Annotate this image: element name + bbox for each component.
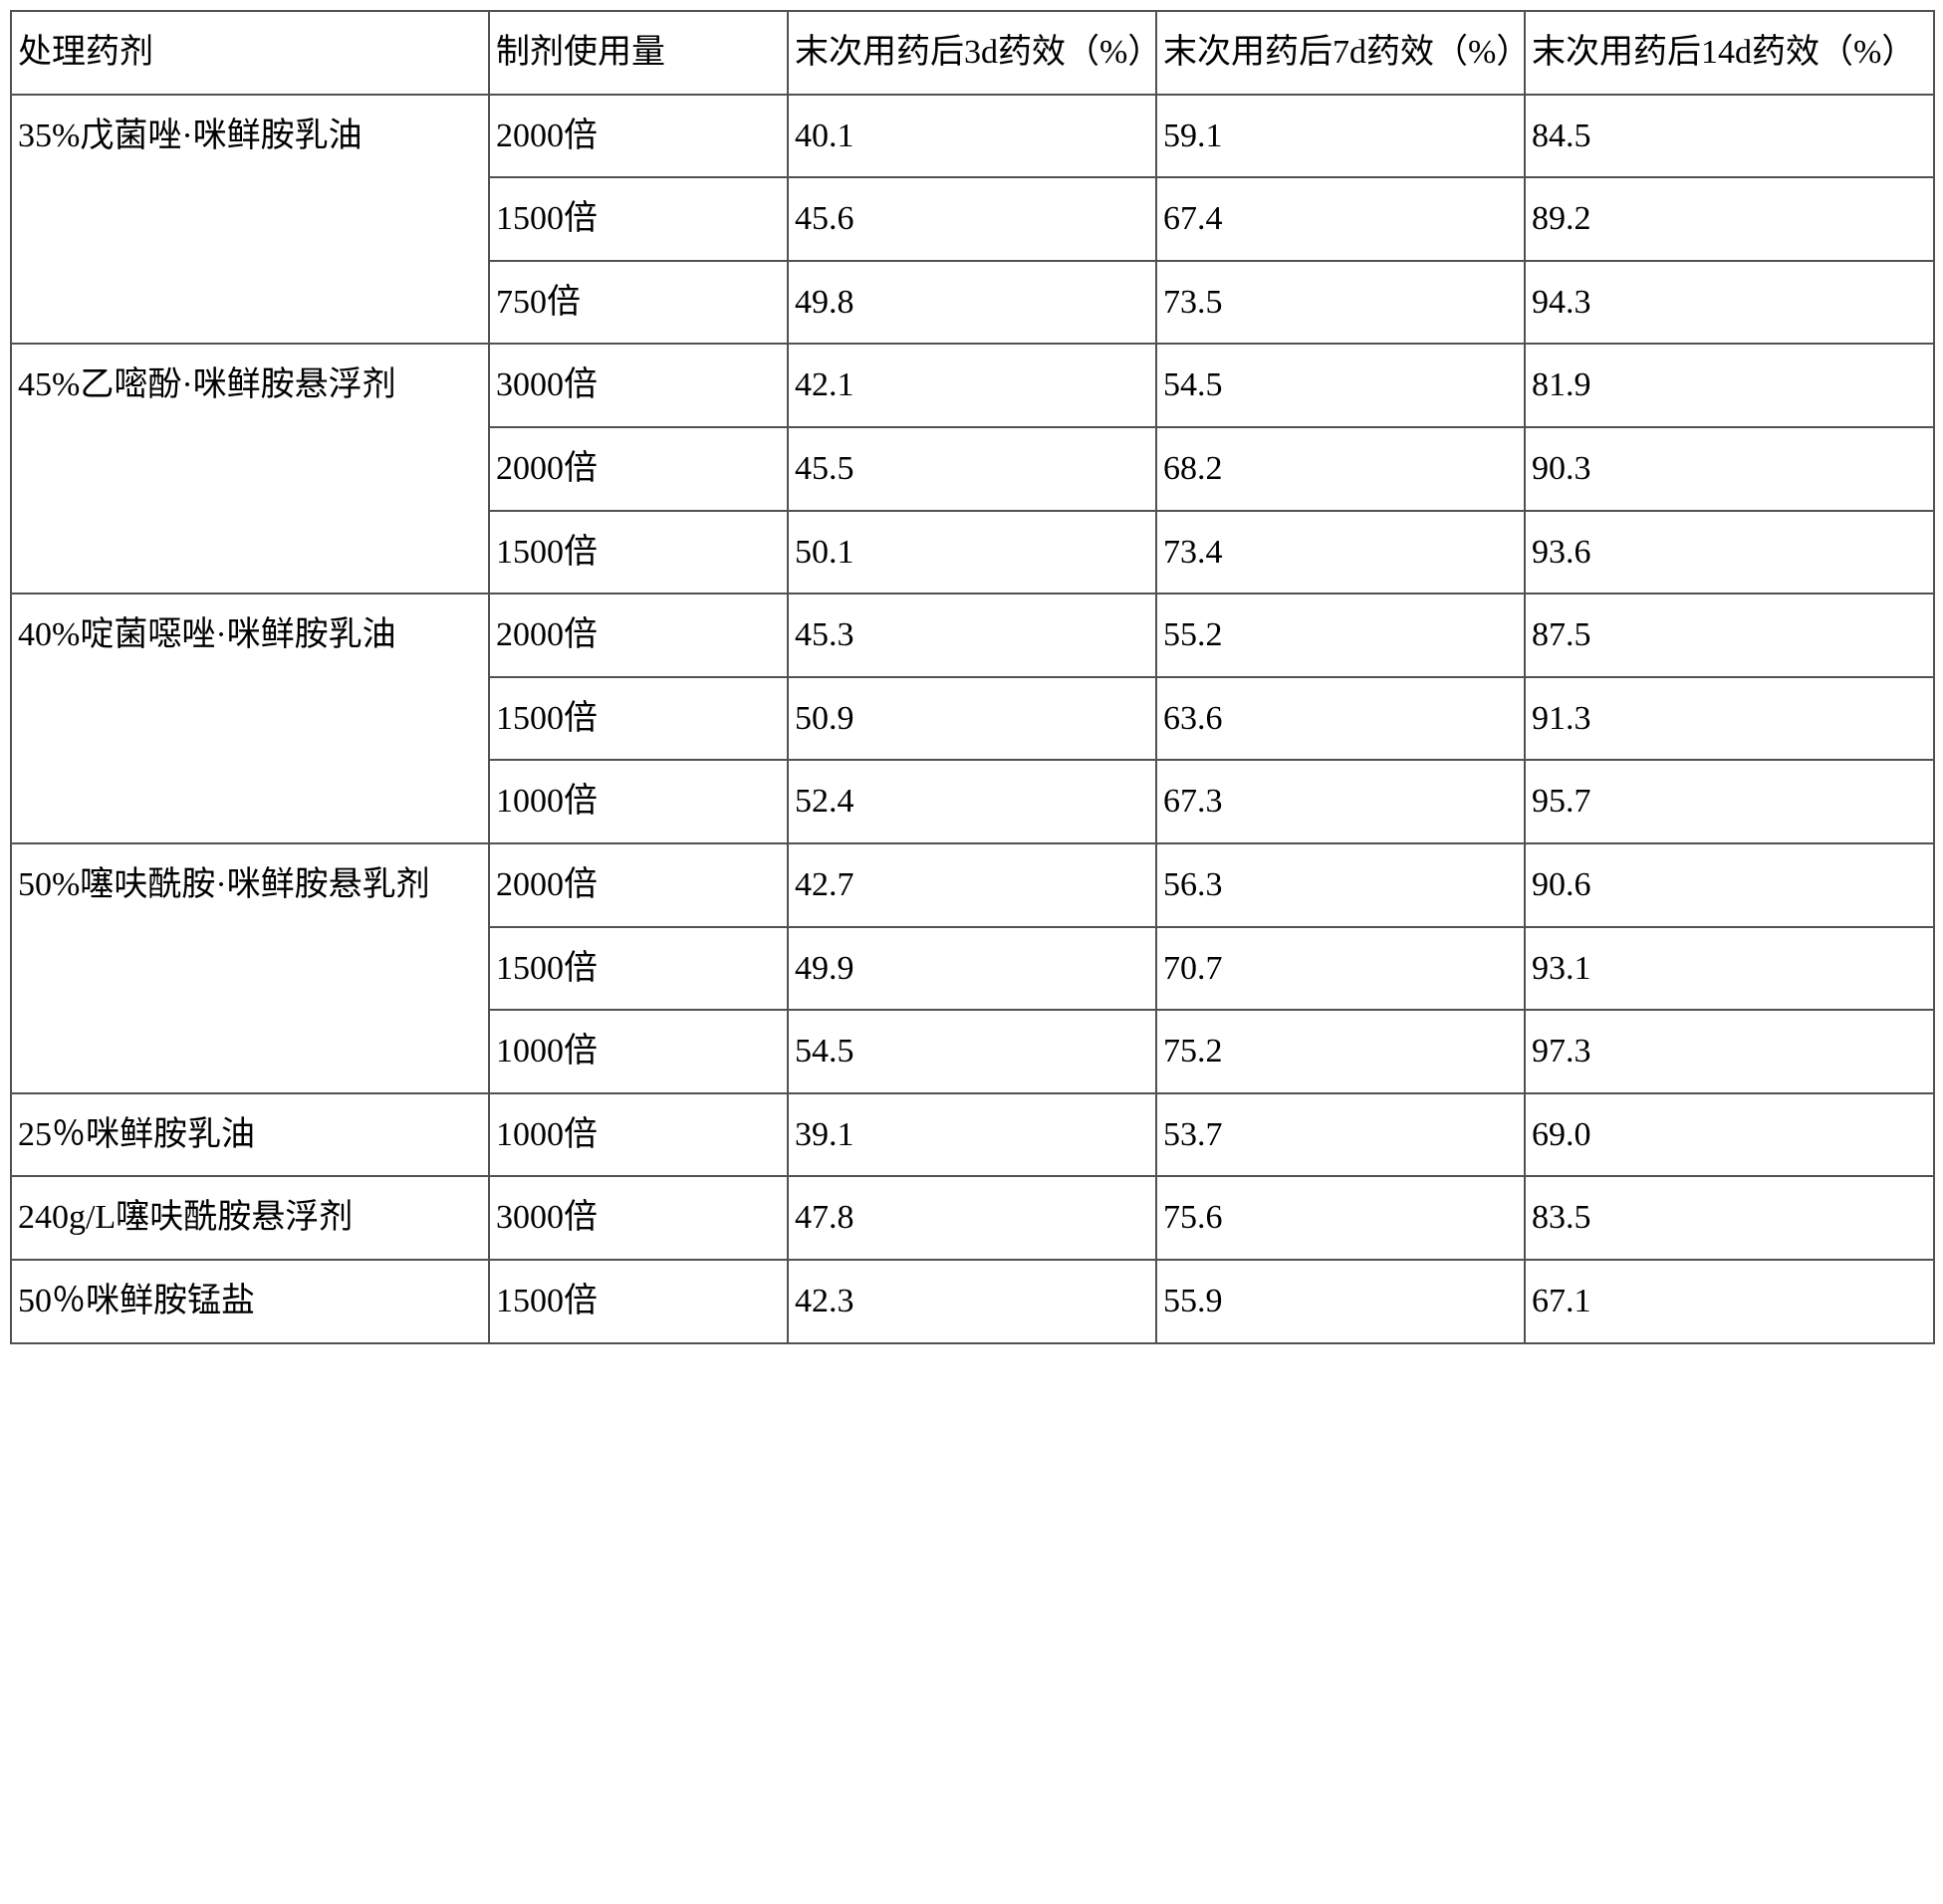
- agent-cell: 50％咪鲜胺锰盐: [11, 1260, 489, 1343]
- d3-cell: 42.1: [788, 344, 1156, 427]
- agent-cell: 240g/L噻呋酰胺悬浮剂: [11, 1176, 489, 1260]
- agent-cell: 35%戊菌唑·咪鲜胺乳油: [11, 95, 489, 345]
- dose-cell: 2000倍: [489, 594, 788, 677]
- d7-cell: 70.7: [1156, 927, 1525, 1011]
- d14-cell: 93.1: [1525, 927, 1934, 1011]
- d7-cell: 68.2: [1156, 427, 1525, 511]
- d14-cell: 87.5: [1525, 594, 1934, 677]
- d14-cell: 91.3: [1525, 677, 1934, 761]
- dose-cell: 1500倍: [489, 511, 788, 595]
- efficacy-table: 处理药剂制剂使用量末次用药后3d药效（%）末次用药后7d药效（%）末次用药后14…: [10, 10, 1935, 1344]
- header-d7: 末次用药后7d药效（%）: [1156, 11, 1525, 95]
- table-row: 240g/L噻呋酰胺悬浮剂3000倍47.875.683.5: [11, 1176, 1934, 1260]
- agent-cell: 50%噻呋酰胺·咪鲜胺悬乳剂: [11, 843, 489, 1093]
- d7-cell: 55.2: [1156, 594, 1525, 677]
- dose-cell: 1500倍: [489, 677, 788, 761]
- d14-cell: 95.7: [1525, 760, 1934, 843]
- dose-cell: 1500倍: [489, 1260, 788, 1343]
- d7-cell: 55.9: [1156, 1260, 1525, 1343]
- d14-cell: 69.0: [1525, 1093, 1934, 1177]
- d14-cell: 89.2: [1525, 177, 1934, 261]
- dose-cell: 2000倍: [489, 95, 788, 178]
- d7-cell: 67.4: [1156, 177, 1525, 261]
- table-row: 35%戊菌唑·咪鲜胺乳油2000倍40.159.184.5: [11, 95, 1934, 178]
- d3-cell: 42.3: [788, 1260, 1156, 1343]
- d7-cell: 67.3: [1156, 760, 1525, 843]
- d3-cell: 42.7: [788, 843, 1156, 927]
- d3-cell: 49.8: [788, 261, 1156, 345]
- header-d3: 末次用药后3d药效（%）: [788, 11, 1156, 95]
- d7-cell: 56.3: [1156, 843, 1525, 927]
- agent-cell: 25％咪鲜胺乳油: [11, 1093, 489, 1177]
- d14-cell: 93.6: [1525, 511, 1934, 595]
- header-d14: 末次用药后14d药效（%）: [1525, 11, 1934, 95]
- d7-cell: 63.6: [1156, 677, 1525, 761]
- d3-cell: 50.9: [788, 677, 1156, 761]
- dose-cell: 750倍: [489, 261, 788, 345]
- table-row: 25％咪鲜胺乳油1000倍39.153.769.0: [11, 1093, 1934, 1177]
- d3-cell: 47.8: [788, 1176, 1156, 1260]
- table-row: 50％咪鲜胺锰盐1500倍42.355.967.1: [11, 1260, 1934, 1343]
- dose-cell: 1000倍: [489, 1010, 788, 1093]
- table-row: 40%啶菌噁唑·咪鲜胺乳油2000倍45.355.287.5: [11, 594, 1934, 677]
- d7-cell: 73.5: [1156, 261, 1525, 345]
- d3-cell: 54.5: [788, 1010, 1156, 1093]
- table-row: 45%乙嘧酚·咪鲜胺悬浮剂3000倍42.154.581.9: [11, 344, 1934, 427]
- d7-cell: 53.7: [1156, 1093, 1525, 1177]
- dose-cell: 2000倍: [489, 427, 788, 511]
- d7-cell: 75.6: [1156, 1176, 1525, 1260]
- d14-cell: 94.3: [1525, 261, 1934, 345]
- d14-cell: 97.3: [1525, 1010, 1934, 1093]
- d3-cell: 39.1: [788, 1093, 1156, 1177]
- dose-cell: 1000倍: [489, 760, 788, 843]
- header-row: 处理药剂制剂使用量末次用药后3d药效（%）末次用药后7d药效（%）末次用药后14…: [11, 11, 1934, 95]
- d14-cell: 90.3: [1525, 427, 1934, 511]
- d3-cell: 52.4: [788, 760, 1156, 843]
- d7-cell: 73.4: [1156, 511, 1525, 595]
- dose-cell: 1000倍: [489, 1093, 788, 1177]
- d3-cell: 40.1: [788, 95, 1156, 178]
- dose-cell: 1500倍: [489, 927, 788, 1011]
- d14-cell: 83.5: [1525, 1176, 1934, 1260]
- d3-cell: 45.5: [788, 427, 1156, 511]
- dose-cell: 2000倍: [489, 843, 788, 927]
- dose-cell: 3000倍: [489, 344, 788, 427]
- header-agent: 处理药剂: [11, 11, 489, 95]
- header-dose: 制剂使用量: [489, 11, 788, 95]
- d14-cell: 81.9: [1525, 344, 1934, 427]
- dose-cell: 1500倍: [489, 177, 788, 261]
- dose-cell: 3000倍: [489, 1176, 788, 1260]
- d14-cell: 90.6: [1525, 843, 1934, 927]
- d3-cell: 45.6: [788, 177, 1156, 261]
- d3-cell: 50.1: [788, 511, 1156, 595]
- d3-cell: 49.9: [788, 927, 1156, 1011]
- d3-cell: 45.3: [788, 594, 1156, 677]
- d14-cell: 67.1: [1525, 1260, 1934, 1343]
- table-row: 50%噻呋酰胺·咪鲜胺悬乳剂2000倍42.756.390.6: [11, 843, 1934, 927]
- d7-cell: 75.2: [1156, 1010, 1525, 1093]
- d14-cell: 84.5: [1525, 95, 1934, 178]
- d7-cell: 59.1: [1156, 95, 1525, 178]
- d7-cell: 54.5: [1156, 344, 1525, 427]
- agent-cell: 45%乙嘧酚·咪鲜胺悬浮剂: [11, 344, 489, 594]
- agent-cell: 40%啶菌噁唑·咪鲜胺乳油: [11, 594, 489, 843]
